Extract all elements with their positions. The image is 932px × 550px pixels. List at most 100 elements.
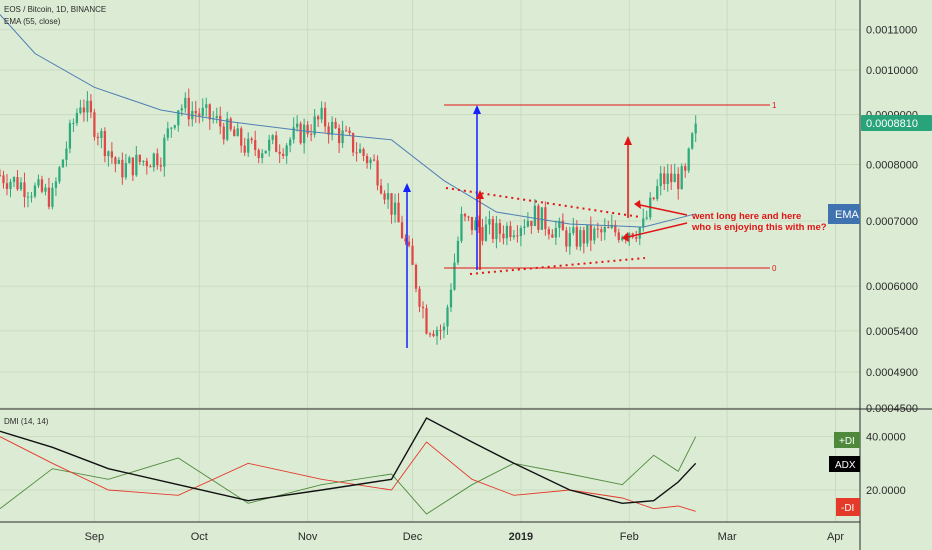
candle-body <box>540 207 544 230</box>
candle-body <box>0 175 2 177</box>
candle <box>30 191 33 203</box>
candle-body <box>117 159 120 164</box>
minus-di-line <box>0 436 696 512</box>
candle-body <box>166 128 169 138</box>
candle-body <box>498 223 502 234</box>
candle <box>275 131 278 153</box>
candle-body <box>442 326 446 331</box>
candle-body <box>470 216 474 231</box>
candle <box>215 107 218 124</box>
candle-body <box>638 227 641 239</box>
candle-body <box>159 165 162 167</box>
dmi-legend: DMI (14, 14) <box>4 417 49 426</box>
price-tick-label: 0.0006000 <box>866 281 918 293</box>
candle-body <box>432 333 435 337</box>
candle <box>337 124 341 153</box>
time-tick-label: Nov <box>298 531 318 543</box>
candlestick-series <box>0 88 697 345</box>
candle <box>89 94 93 119</box>
candle-body <box>219 115 222 127</box>
candle <box>107 150 110 167</box>
candle <box>58 165 61 184</box>
dmi-pane[interactable] <box>0 410 860 522</box>
candle-body <box>198 113 201 116</box>
candle-body <box>680 166 683 190</box>
candle-body <box>51 187 54 207</box>
candle <box>663 166 666 191</box>
current-price-badge: 0.0008810 <box>861 115 932 131</box>
candle <box>428 332 432 338</box>
candle-body <box>547 229 550 235</box>
candle <box>498 219 502 243</box>
adx-label: ADX <box>835 460 856 471</box>
candle <box>100 128 103 149</box>
triangle-upper-trendline <box>445 187 641 218</box>
candle <box>579 226 582 251</box>
ema-badge-label: EMA <box>835 209 860 221</box>
time-axis[interactable]: Sep Oct Nov Dec 2019 Feb Mar Apr <box>85 531 845 543</box>
candle-body <box>33 185 37 197</box>
candle-body <box>285 145 288 156</box>
time-tick-label: Dec <box>403 531 423 543</box>
candle <box>86 91 89 122</box>
candle <box>684 163 687 178</box>
candle-body <box>93 112 96 137</box>
candle-body <box>533 205 537 227</box>
candle <box>33 182 37 199</box>
candle <box>149 164 152 168</box>
candle-body <box>376 160 379 186</box>
candle <box>177 110 180 132</box>
candle <box>481 218 484 246</box>
candle <box>435 326 439 345</box>
candle <box>166 121 169 141</box>
candle <box>9 178 12 198</box>
price-tick-label: 0.0004500 <box>866 403 918 415</box>
candle <box>264 150 267 154</box>
candle <box>369 157 372 170</box>
candle <box>292 117 295 144</box>
current-price-label: 0.0008810 <box>866 118 918 130</box>
candle <box>509 221 512 242</box>
ema-badge: EMA <box>828 204 860 224</box>
candle-body <box>505 225 509 239</box>
candle <box>372 154 376 162</box>
candle-body <box>226 118 229 140</box>
candle-body <box>362 149 365 157</box>
price-pane[interactable] <box>0 0 860 408</box>
candle <box>530 220 533 235</box>
candle <box>282 148 285 159</box>
candle <box>491 215 495 244</box>
time-tick-label: 2019 <box>509 531 533 543</box>
candle-body <box>456 240 460 263</box>
candle <box>51 182 54 210</box>
candle-body <box>86 100 89 113</box>
candle <box>516 225 519 243</box>
candle-body <box>600 229 603 233</box>
candle <box>131 157 134 181</box>
candle-body <box>474 220 477 231</box>
candle-body <box>421 306 425 309</box>
candle-body <box>390 193 393 215</box>
candle-body <box>393 202 397 215</box>
candle-body <box>614 224 617 233</box>
candle-body <box>656 186 659 200</box>
candle-body <box>565 230 568 247</box>
dmi-axis[interactable]: 40.0000 20.0000 <box>866 432 906 497</box>
candle <box>512 229 516 240</box>
candle-body <box>114 157 117 164</box>
candle-body <box>103 131 107 157</box>
candle <box>638 226 641 246</box>
candle-body <box>397 202 400 223</box>
candle-body <box>449 289 453 308</box>
candle-body <box>635 237 638 239</box>
candle-body <box>439 329 442 331</box>
candle <box>460 206 463 244</box>
candle-body <box>9 181 12 189</box>
candle <box>439 324 442 340</box>
candle-body <box>467 216 470 218</box>
candle-body <box>138 154 141 163</box>
candle <box>310 124 313 142</box>
candle-body <box>607 226 610 228</box>
candle-body <box>523 226 526 229</box>
